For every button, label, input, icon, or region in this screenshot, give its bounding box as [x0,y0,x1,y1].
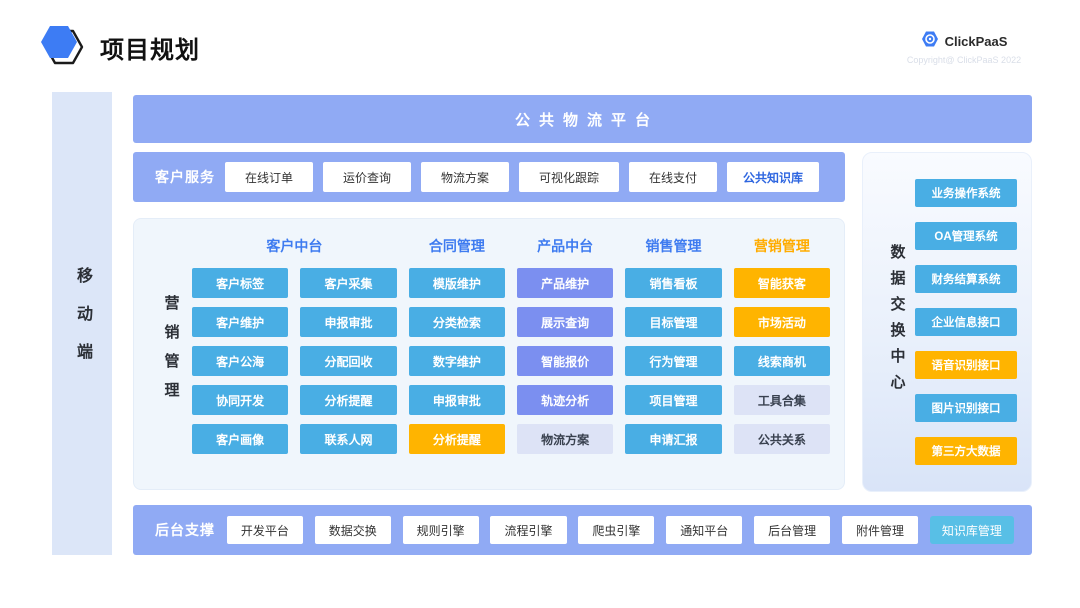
backend-support-bar: 后台支撑 开发平台 数据交换 规则引擎 流程引擎 爬虫引擎 通知平台 后台管理 … [133,505,1032,555]
dc-button-third-party-big-data[interactable]: 第三方大数据 [915,437,1017,465]
matrix-cell[interactable]: 客户标签 [192,268,289,298]
matrix-cell[interactable]: 行为管理 [625,346,722,376]
matrix-cell[interactable]: 轨迹分析 [517,385,614,415]
matrix-cell[interactable]: 客户画像 [192,424,289,454]
matrix-cell[interactable]: 申请汇报 [625,424,722,454]
column-header-contract-mgmt: 合同管理 [428,238,485,254]
bk-button-attachment-management[interactable]: 附件管理 [841,516,918,544]
bk-button-rule-engine[interactable]: 规则引擎 [402,516,479,544]
marketing-matrix-panel: 营销管理 客户中台 合同管理 产品中台 销售管理 营销管理 客户标签 客户采集 … [133,218,845,490]
matrix-cell[interactable]: 展示查询 [517,307,614,337]
page-header: 项目规划 [40,24,200,71]
customer-service-label: 客户服务 [155,169,215,185]
bk-button-data-exchange[interactable]: 数据交换 [314,516,391,544]
page-title: 项目规划 [100,37,200,64]
brand-block: ClickPaaS Copyright@ ClickPaaS 2022 [884,30,1044,65]
data-center-side-label: 数据交换中心 [888,244,906,400]
cs-button-visual-tracking[interactable]: 可视化跟踪 [518,162,619,192]
column-header-sales-mgmt: 销售管理 [645,238,702,254]
dc-button-business-operation-system[interactable]: 业务操作系统 [915,179,1017,207]
matrix-cell[interactable]: 产品维护 [517,268,614,298]
matrix-cell[interactable]: 客户公海 [192,346,289,376]
dc-button-enterprise-info-api[interactable]: 企业信息接口 [915,308,1017,336]
bk-button-crawler-engine[interactable]: 爬虫引擎 [578,516,655,544]
matrix-cell[interactable]: 公共关系 [733,424,830,454]
matrix-side-label: 营销管理 [162,295,180,411]
sidebar-mobile: 移动端 [52,92,112,555]
cs-button-freight-query[interactable]: 运价查询 [322,162,411,192]
cs-button-public-knowledge-base[interactable]: 公共知识库 [726,162,819,192]
column-header-marketing-mgmt: 营销管理 [753,238,810,254]
bk-button-dev-platform[interactable]: 开发平台 [226,516,303,544]
matrix-cell[interactable]: 申报审批 [408,385,505,415]
dc-button-oa-management-system[interactable]: OA管理系统 [915,222,1017,250]
banner-title: 公共物流平台 [514,111,659,129]
cs-button-online-payment[interactable]: 在线支付 [628,162,717,192]
matrix-cell[interactable]: 工具合集 [733,385,830,415]
backend-support-label: 后台支撑 [155,522,215,538]
customer-service-bar: 客户服务 在线订单 运价查询 物流方案 可视化跟踪 在线支付 公共知识库 [133,152,845,202]
cs-button-online-order[interactable]: 在线订单 [224,162,313,192]
data-exchange-center-panel: 数据交换中心 业务操作系统 OA管理系统 财务结算系统 企业信息接口 语音识别接… [862,152,1032,492]
banner-public-logistics-platform: 公共物流平台 [133,95,1032,143]
sidebar-label: 移动端 [74,266,91,381]
clickpaas-logo-icon [921,30,939,53]
matrix-cell[interactable]: 协同开发 [192,385,289,415]
column-header-product-middle: 产品中台 [537,238,594,254]
matrix-grid: 客户中台 合同管理 产品中台 销售管理 营销管理 客户标签 客户采集 模版维护 … [192,233,830,473]
brand-name: ClickPaaS [944,34,1008,49]
matrix-cell[interactable]: 项目管理 [625,385,722,415]
bk-button-process-engine[interactable]: 流程引擎 [490,516,567,544]
matrix-cell[interactable]: 分类检索 [408,307,505,337]
dc-button-financial-settlement-system[interactable]: 财务结算系统 [915,265,1017,293]
column-header-customer-middle: 客户中台 [266,238,323,254]
hexagon-logo-icon [40,24,86,71]
matrix-cell[interactable]: 线索商机 [733,346,830,376]
matrix-cell[interactable]: 申报审批 [300,307,397,337]
matrix-cell[interactable]: 数字维护 [408,346,505,376]
matrix-cell[interactable]: 物流方案 [517,424,614,454]
bk-button-backend-management[interactable]: 后台管理 [754,516,831,544]
matrix-cell[interactable]: 目标管理 [625,307,722,337]
matrix-cell[interactable]: 销售看板 [625,268,722,298]
bk-button-notification-platform[interactable]: 通知平台 [666,516,743,544]
matrix-cell[interactable]: 分析提醒 [408,424,505,454]
matrix-cell[interactable]: 模版维护 [408,268,505,298]
matrix-cell[interactable]: 智能报价 [517,346,614,376]
matrix-cell[interactable]: 分析提醒 [300,385,397,415]
brand-copyright: Copyright@ ClickPaaS 2022 [906,55,1022,65]
matrix-cell[interactable]: 分配回收 [300,346,397,376]
cs-button-logistics-plan[interactable]: 物流方案 [420,162,509,192]
dc-button-speech-recognition-api[interactable]: 语音识别接口 [915,351,1017,379]
matrix-cell[interactable]: 市场活动 [733,307,830,337]
matrix-cell[interactable]: 客户维护 [192,307,289,337]
bk-button-knowledge-base-management[interactable]: 知识库管理 [929,516,1014,544]
dc-button-image-recognition-api[interactable]: 图片识别接口 [915,394,1017,422]
matrix-cell[interactable]: 客户采集 [300,268,397,298]
matrix-cell[interactable]: 智能获客 [733,268,830,298]
matrix-cell[interactable]: 联系人网 [300,424,397,454]
